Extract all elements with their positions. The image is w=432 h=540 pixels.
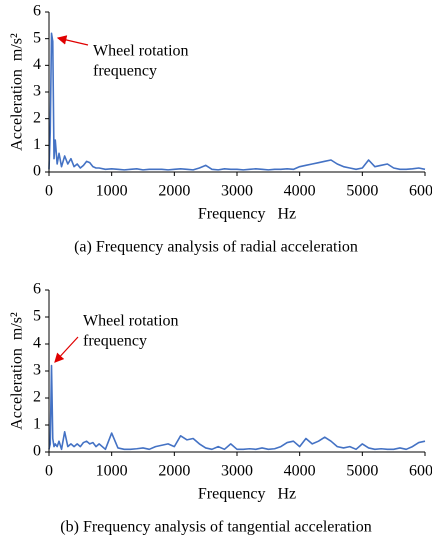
y-tick-label: 0 — [33, 443, 41, 460]
y-tick-label: 2 — [33, 109, 41, 126]
y-tick-label: 4 — [33, 335, 41, 352]
x-axis-label: Frequency Hz — [198, 206, 296, 223]
annotation-arrow — [54, 336, 79, 363]
x-tick-label: 1000 — [96, 183, 128, 200]
y-tick-label: 3 — [33, 362, 41, 379]
y-tick-label: 3 — [33, 83, 41, 100]
y-tick-label: 6 — [33, 3, 41, 20]
annotation: frequency — [83, 333, 147, 350]
x-tick-label: 6000 — [409, 463, 432, 480]
x-tick-label: 4000 — [284, 183, 316, 200]
y-tick-label: 6 — [33, 281, 41, 298]
x-tick-label: 6000 — [409, 183, 432, 200]
annotation: Wheel rotation — [93, 43, 189, 60]
y-axis-label: Acceleration m/s² — [9, 33, 26, 151]
spectrum-line — [48, 32, 426, 171]
x-tick-label: 2000 — [158, 183, 190, 200]
x-axis-label: Frequency Hz — [198, 486, 296, 503]
x-tick-label: 5000 — [346, 463, 378, 480]
x-tick-label: 3000 — [221, 463, 253, 480]
y-tick-label: 0 — [33, 163, 41, 180]
y-tick-label: 4 — [33, 56, 41, 73]
x-tick-label: 1000 — [96, 463, 128, 480]
annotation: frequency — [93, 63, 157, 80]
annotation: Wheel rotation — [83, 313, 179, 330]
x-tick-label: 0 — [45, 463, 53, 480]
annotation-arrow — [56, 35, 89, 46]
y-tick-label: 5 — [33, 308, 41, 325]
y-tick-label: 2 — [33, 389, 41, 406]
caption: (a) Frequency analysis of radial acceler… — [74, 239, 358, 256]
x-tick-label: 0 — [45, 183, 53, 200]
spectrum-line — [48, 364, 426, 451]
x-tick-label: 4000 — [284, 463, 316, 480]
y-tick-label: 1 — [33, 416, 41, 433]
y-axis-label: Acceleration m/s² — [9, 312, 26, 430]
caption: (b) Frequency analysis of tangential acc… — [60, 519, 371, 536]
x-tick-label: 2000 — [158, 463, 190, 480]
x-tick-label: 3000 — [221, 183, 253, 200]
y-tick-label: 5 — [33, 29, 41, 46]
y-tick-label: 1 — [33, 136, 41, 153]
x-tick-label: 5000 — [346, 183, 378, 200]
